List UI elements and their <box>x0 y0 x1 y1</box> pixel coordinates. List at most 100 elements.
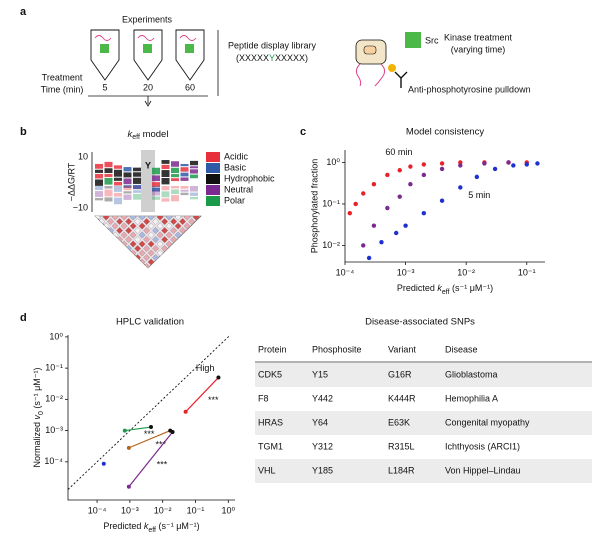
antibody <box>394 71 408 88</box>
heat-cell <box>157 205 163 211</box>
time-value: 5 <box>102 82 107 92</box>
heat-cell <box>170 236 178 243</box>
logo-glyph <box>180 167 189 172</box>
heat-cell <box>98 209 104 215</box>
table-cell: Y64 <box>312 417 328 427</box>
table-cell: Von Hippel–Lindau <box>445 465 521 475</box>
y-tick-label: 10⁻³ <box>45 425 63 435</box>
heat-cell <box>170 218 178 225</box>
heat-cell <box>107 209 113 215</box>
pair-line <box>185 377 219 413</box>
center-column <box>141 150 155 212</box>
x-tick-label: 10⁻¹ <box>518 267 536 277</box>
experiments-label: Experiments <box>122 14 173 24</box>
logo-glyph <box>95 163 103 169</box>
heat-cell <box>179 227 187 234</box>
heat-cell <box>125 209 131 215</box>
chart-title: HPLC validation <box>116 317 184 328</box>
heat-cell <box>138 240 146 248</box>
logo-glyph <box>133 193 141 200</box>
kinase-icon <box>143 44 152 53</box>
logo-glyph <box>133 167 141 172</box>
table-cell: Y15 <box>312 369 328 379</box>
axis-label: Normalized v0 (s⁻¹ μM⁻¹) <box>32 367 45 467</box>
label-part: v <box>32 415 42 420</box>
table-cell: TGM1 <box>258 441 283 451</box>
logo-glyph <box>190 186 198 192</box>
heat-cell <box>147 240 155 248</box>
logo-glyph <box>114 165 122 169</box>
point <box>439 198 445 203</box>
y-tick-label: 10⁻² <box>322 240 340 250</box>
table-header: Protein <box>258 344 287 354</box>
legend-swatch <box>206 185 220 195</box>
heat-cell <box>143 227 151 234</box>
table-cell: E63K <box>388 417 410 427</box>
logo-glyph <box>95 191 103 197</box>
label-part: Predicted <box>103 521 144 531</box>
significance: *** <box>157 460 168 470</box>
point <box>535 161 540 166</box>
kinase-icon <box>185 44 194 53</box>
series-label: 60 min <box>385 147 412 157</box>
logo-glyph <box>180 189 189 192</box>
logo-glyph <box>104 168 113 174</box>
logo-glyph <box>152 186 160 190</box>
phospho-group <box>388 64 396 72</box>
heat-cell <box>170 200 176 206</box>
point <box>371 181 377 187</box>
heat-cell <box>125 227 133 234</box>
pair-line <box>128 431 174 488</box>
table-cell: Y312 <box>312 441 333 451</box>
heat-cell <box>134 200 140 206</box>
x-tick-label: 10⁻² <box>154 505 172 515</box>
logo-glyph <box>133 177 141 184</box>
heat-cell <box>121 205 127 211</box>
logo-glyph <box>104 161 113 168</box>
heat-cell <box>175 205 181 211</box>
logo-glyph <box>190 166 198 169</box>
logo-glyph <box>95 197 103 201</box>
point <box>421 162 427 167</box>
logo-glyph <box>152 182 160 187</box>
heat-cell <box>147 231 155 239</box>
logo-glyph <box>123 172 132 178</box>
cell-core <box>363 45 377 55</box>
heat-cell <box>111 222 119 230</box>
logo-glyph <box>161 164 170 170</box>
table-cell: VHL <box>258 465 276 475</box>
logo-glyph <box>133 172 141 177</box>
panel-a: Experiments Treatment Time (min) 5 20 60… <box>41 14 531 107</box>
chart-title: Model consistency <box>406 127 484 138</box>
table-cell: HRAS <box>258 417 283 427</box>
logo-glyph <box>133 184 141 190</box>
logo-glyph <box>123 191 132 194</box>
heat-cell <box>156 222 164 230</box>
logo-glyph <box>171 178 179 182</box>
heat-cell <box>143 254 151 261</box>
logo-glyph <box>104 189 113 197</box>
x-tick-label: 10⁻² <box>457 267 475 277</box>
point <box>361 243 366 248</box>
point <box>492 166 498 172</box>
sequence-part: (XXXXX <box>236 53 269 63</box>
time-value: 60 <box>185 82 195 92</box>
significance: *** <box>156 440 167 450</box>
legend-label: Basic <box>224 162 247 172</box>
legend-label: Acidic <box>224 151 249 161</box>
point <box>397 194 402 199</box>
point <box>458 185 463 190</box>
heat-cell <box>129 216 137 221</box>
heat-cell <box>134 245 142 252</box>
table-cell: F8 <box>258 393 269 403</box>
varying-time: (varying time) <box>451 44 506 54</box>
logo-glyph <box>95 179 103 186</box>
logo-glyph <box>190 192 198 196</box>
logo-glyph <box>152 167 160 175</box>
heat-cell <box>165 222 173 230</box>
label-part: Predicted <box>397 283 438 293</box>
heat-cell <box>130 205 136 211</box>
logo-glyph <box>152 190 160 196</box>
variant-point <box>122 428 127 433</box>
x-tick-label: 10⁻³ <box>121 505 139 515</box>
